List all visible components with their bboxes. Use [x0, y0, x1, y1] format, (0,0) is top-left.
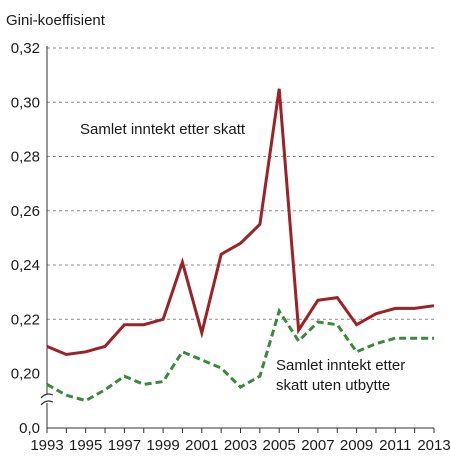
x-tick-label: 2013	[417, 437, 450, 454]
series-label-excl-dividends: skatt uten utbytte	[276, 377, 390, 394]
y-tick-label: 0,0	[19, 420, 40, 437]
x-tick-label: 1995	[69, 437, 102, 454]
x-tick-label: 2007	[301, 437, 334, 454]
y-tick-label: 0,26	[11, 203, 40, 220]
gridlines	[47, 47, 434, 320]
y-tick-label: 0,28	[11, 149, 40, 166]
x-tick-label: 2001	[185, 437, 218, 454]
x-tick-label: 2005	[263, 437, 296, 454]
x-tick-label: 2009	[340, 437, 373, 454]
axis-break-mark	[40, 400, 54, 406]
y-tick-labels: 0,0 0,20 0,22 0,24 0,26 0,28 0,30 0,32	[11, 40, 40, 437]
axis-break-mark	[40, 393, 54, 399]
y-axis-title: Gini-koeffisient	[6, 12, 106, 29]
x-tick-label: 1997	[108, 437, 141, 454]
series-label-total-income: Samlet inntekt etter skatt	[80, 121, 246, 138]
x-tick-label: 1999	[146, 437, 179, 454]
x-tick-label: 1993	[30, 437, 63, 454]
series-label-excl-dividends: Samlet inntekt etter	[276, 357, 405, 374]
y-tick-label: 0,20	[11, 366, 40, 383]
x-tick-label: 2011	[379, 437, 411, 454]
y-tick-label: 0,30	[11, 94, 40, 111]
y-tick-label: 0,32	[11, 40, 40, 57]
y-tick-label: 0,22	[11, 311, 40, 328]
series-labels: Samlet inntekt etter skatt Samlet inntekt…	[80, 121, 405, 394]
x-tick-label: 2003	[224, 437, 257, 454]
x-tick-labels: 1993 1995 1997 1999 2001 2003 2005 2007 2009 2011…	[30, 428, 450, 454]
series-lines	[46, 88, 435, 403]
y-tick-label: 0,24	[11, 257, 40, 274]
